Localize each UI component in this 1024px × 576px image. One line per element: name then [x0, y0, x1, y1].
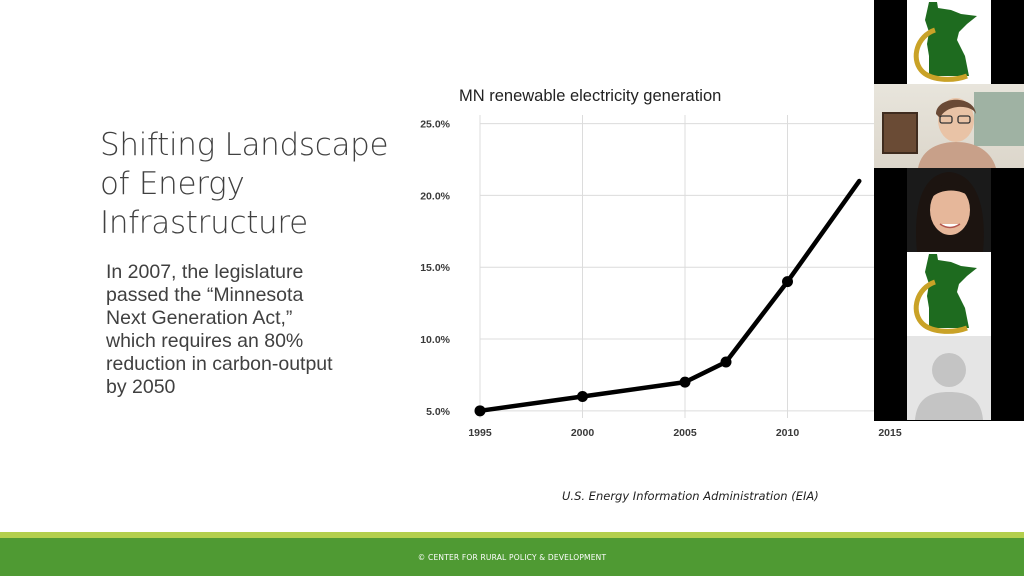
footer-accent-stripe	[0, 532, 1024, 538]
participant-video-icon	[907, 168, 991, 252]
participant-video-icon	[918, 98, 996, 168]
slide-footer: © CENTER FOR RURAL POLICY & DEVELOPMENT	[0, 538, 1024, 576]
data-point	[474, 405, 486, 417]
video-background-window	[974, 92, 1024, 146]
data-point	[720, 356, 732, 368]
series-line	[477, 178, 862, 414]
x-tick-label: 2010	[776, 427, 800, 439]
chart-grid	[479, 115, 891, 418]
video-participant-strip[interactable]	[874, 0, 1024, 421]
y-tick-label: 15.0%	[420, 262, 450, 274]
minnesota-state-logo-icon	[907, 0, 991, 84]
x-tick-label: 2005	[673, 427, 697, 439]
chart-title: MN renewable electricity generation	[459, 87, 722, 105]
data-point	[679, 376, 691, 388]
y-tick-label: 25.0%	[420, 119, 450, 131]
source-citation: U.S. Energy Information Administration (…	[562, 489, 819, 503]
minnesota-state-logo-icon	[907, 252, 991, 336]
slide-body-text: In 2007, the legislature passed the “Min…	[106, 261, 333, 398]
data-point	[577, 390, 588, 402]
x-tick-label: 2015	[878, 427, 902, 439]
participant-tile[interactable]	[874, 168, 1024, 252]
y-tick-label: 5.0%	[426, 406, 451, 418]
chart-axes: 5.0% 10.0% 15.0% 20.0% 25.0% 1995 2000 2005 2010…	[420, 119, 902, 439]
data-point	[782, 276, 793, 288]
slide-title: Shifting Landscape of Energy Infrastruct…	[100, 127, 389, 241]
participant-tile[interactable]	[874, 252, 1024, 336]
default-avatar-icon	[915, 353, 983, 420]
y-tick-label: 10.0%	[420, 334, 450, 346]
footer-copyright: © CENTER FOR RURAL POLICY & DEVELOPMENT	[417, 552, 607, 562]
y-tick-label: 20.0%	[420, 190, 450, 202]
participant-tile[interactable]	[874, 0, 1024, 84]
participant-tile[interactable]	[874, 336, 1024, 421]
chart-series	[474, 178, 862, 417]
participant-tile[interactable]	[874, 84, 1024, 168]
x-tick-label: 2000	[571, 427, 595, 439]
x-tick-label: 1995	[468, 427, 492, 439]
video-background-board	[882, 112, 918, 154]
